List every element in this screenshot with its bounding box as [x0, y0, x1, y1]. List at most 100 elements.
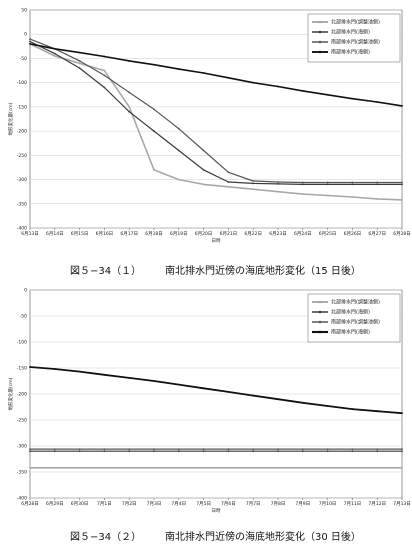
- c1-y-tick-label: -100: [17, 80, 27, 86]
- c1-data-point: [177, 178, 180, 181]
- c1-data-point: [202, 168, 205, 171]
- c1-data-point: [29, 40, 31, 43]
- c1-data-point: [202, 149, 205, 152]
- c1-data-point: [128, 110, 131, 113]
- c2-x-tick-label: 6月29日: [46, 501, 64, 507]
- c2-x-tick-label: 7月7日: [246, 501, 261, 507]
- c2-y-tick-label: -300: [17, 444, 27, 450]
- c2-data-point: [103, 448, 106, 451]
- c1-data-point: [401, 105, 403, 107]
- c1-data-point: [103, 86, 106, 89]
- c1-y-tick-label: -150: [17, 104, 27, 110]
- c2-data-point: [78, 448, 81, 451]
- c1-data-point: [177, 149, 180, 152]
- c1-data-point: [78, 59, 81, 62]
- c2-series-line-4: [29, 366, 403, 415]
- c2-x-tick-label: 7月1日: [97, 501, 112, 507]
- figure-title-2: 南北排水門近傍の海底地形変化（30 日後）: [165, 532, 361, 543]
- c1-x-tick-label: 6月26日: [344, 231, 362, 237]
- c1-data-point: [78, 62, 81, 65]
- c1-data-point: [103, 74, 106, 77]
- c2-y-tick-label: -150: [17, 366, 27, 372]
- c2-legend-label-1: 北部排水門(調整池側): [331, 299, 380, 306]
- c2-data-point: [202, 448, 205, 451]
- c2-x-tick-label: 7月12日: [368, 501, 386, 507]
- c2-data-point: [29, 466, 31, 469]
- c2-legend-label-4: 南部排水門(海側): [331, 329, 370, 336]
- c2-data-point: [177, 383, 180, 386]
- c1-data-point: [401, 181, 403, 184]
- c1-data-point: [277, 183, 279, 185]
- c1-x-tick-label: 6月16日: [96, 231, 114, 237]
- c1-data-point: [401, 199, 403, 201]
- c2-data-point: [103, 373, 106, 376]
- c1-data-point: [326, 183, 329, 186]
- c1-y-tick-label: -400: [17, 226, 27, 232]
- c2-data-point: [301, 466, 304, 469]
- c1-data-point: [252, 81, 255, 84]
- c2-x-tick-label: 7月4日: [171, 501, 186, 507]
- c1-data-point: [301, 193, 304, 195]
- c1-data-point: [128, 91, 131, 94]
- c1-legend-marker-2: [318, 30, 322, 34]
- c2-data-point: [401, 450, 403, 453]
- c1-data-point: [376, 181, 379, 184]
- c1-data-point: [53, 47, 56, 50]
- c2-legend: [307, 293, 401, 343]
- c2-data-point: [78, 370, 81, 373]
- c2-data-point: [326, 405, 329, 407]
- c2-data-point: [103, 450, 106, 453]
- c2-data-point: [376, 466, 379, 469]
- c2-legend-marker-3: [318, 320, 322, 324]
- figure-number-2: 図５−34（２）: [70, 532, 142, 543]
- c2-data-point: [351, 450, 354, 453]
- c1-data-point: [177, 68, 180, 71]
- c1-data-point: [78, 51, 81, 54]
- c2-data-point: [153, 450, 155, 453]
- c2-y-tick-label: -200: [17, 392, 27, 398]
- c1-x-tick-label: 6月25日: [319, 231, 337, 237]
- c1-x-tick-label: 6月28日: [393, 231, 411, 237]
- c2-x-tick-label: 7月11日: [344, 501, 362, 507]
- c2-data-point: [401, 448, 403, 451]
- c2-y-tick-label: -250: [17, 418, 27, 424]
- c2-data-point: [78, 450, 81, 453]
- c1-data-point: [401, 183, 403, 186]
- c2-legend-marker-4: [318, 330, 322, 334]
- c1-data-point: [227, 171, 230, 174]
- c2-x-tick-label: 7月5日: [196, 501, 211, 507]
- c1-y-tick-label: -300: [17, 177, 27, 183]
- c1-x-tick-label: 6月17日: [120, 231, 138, 237]
- c1-data-point: [277, 190, 279, 193]
- c2-x-tick-label: 7月3日: [147, 501, 162, 507]
- c2-x-tick-label: 7月6日: [221, 501, 236, 507]
- c1-x-tick-label: 6月21日: [220, 231, 238, 237]
- c2-data-point: [227, 391, 230, 393]
- c2-data-point: [376, 410, 379, 413]
- c2-data-point: [53, 450, 56, 453]
- c1-x-tick-label: 6月22日: [244, 231, 262, 237]
- c1-data-point: [103, 69, 106, 72]
- c2-data-point: [153, 466, 155, 469]
- c1-data-point: [153, 63, 155, 66]
- c2-data-point: [326, 448, 329, 451]
- c2-data-point: [103, 466, 106, 469]
- c1-data-point: [153, 108, 155, 111]
- c1-data-point: [301, 90, 304, 92]
- chart-panel-30-days: 0 -50 -100 -150 -200 -250 -300 -350 -400 6月28日 6月2…: [0, 280, 412, 520]
- c2-data-point: [53, 368, 56, 370]
- c1-data-point: [128, 59, 131, 62]
- c1-data-point: [78, 67, 81, 70]
- c1-y-tick-label: -200: [17, 129, 27, 135]
- c1-x-tick-label: 6月23日: [269, 231, 287, 237]
- c1-legend-label-2: 北部排水門(海側): [331, 29, 370, 36]
- c2-data-point: [53, 466, 56, 469]
- c2-data-point: [277, 466, 279, 469]
- c1-data-point: [53, 55, 56, 57]
- c2-data-point: [277, 398, 279, 401]
- c1-data-point: [252, 188, 255, 191]
- c1-data-point: [29, 43, 31, 45]
- c2-data-point: [252, 448, 255, 451]
- figure-title-1: 南北排水門近傍の海底地形変化（15 日後）: [165, 266, 361, 277]
- c2-x-tick-label: 7月10日: [319, 501, 337, 507]
